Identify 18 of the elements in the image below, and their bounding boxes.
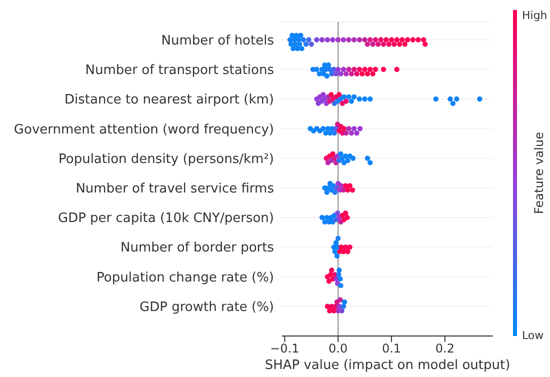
y-tick-label: Distance to nearest airport (km) <box>64 92 274 108</box>
color-bar-label: Low <box>522 329 544 342</box>
x-tick-label: 0.0 <box>328 342 348 356</box>
y-tick-label: Number of travel service firms <box>76 182 274 196</box>
x-axis-title: SHAP value (impact on model output) <box>264 358 510 373</box>
x-tick-label: −0.1 <box>270 342 300 356</box>
y-tick-label: Number of hotels <box>161 33 274 48</box>
color-bar-label: High <box>522 9 548 22</box>
x-tick-label: 0.2 <box>435 342 454 356</box>
y-tick-label: Government attention (word frequency) <box>14 122 274 138</box>
color-bar-title: Feature value <box>532 132 546 214</box>
y-tick-label: GDP growth rate (%) <box>140 300 274 315</box>
y-tick-label: Population change rate (%) <box>96 270 274 286</box>
y-tick-label: Number of transport stations <box>85 63 274 78</box>
y-tick-label: Population density (persons/km²) <box>58 152 274 167</box>
x-tick-label: 0.1 <box>382 342 402 356</box>
y-tick-label: GDP per capita (10k CNY/person) <box>58 211 274 226</box>
y-tick-label: Number of border ports <box>120 240 274 256</box>
